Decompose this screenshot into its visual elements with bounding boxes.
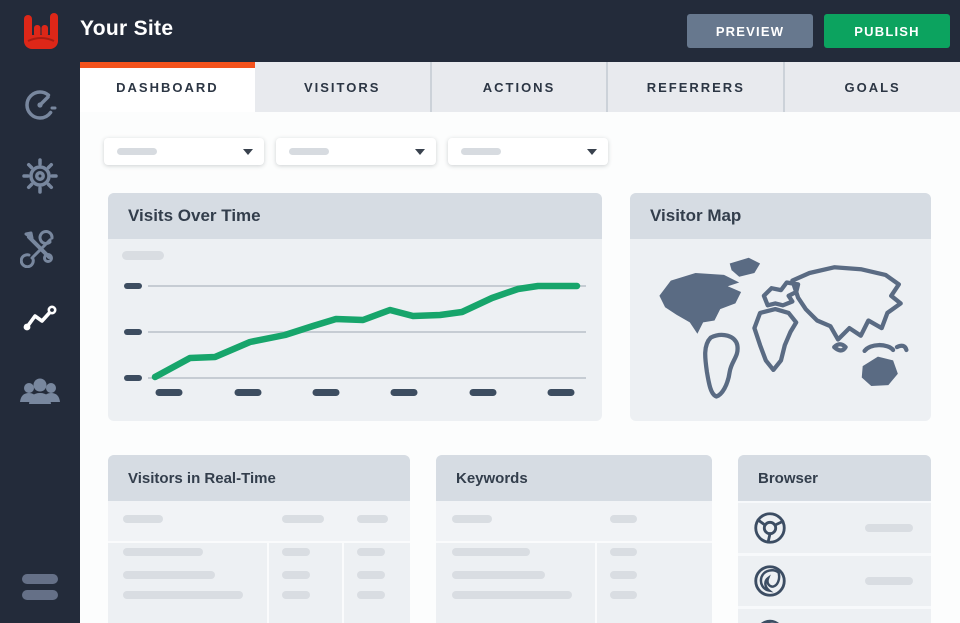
visitor-map-card: Visitor Map	[630, 193, 931, 421]
value-placeholder-pill	[865, 524, 913, 532]
sidebar-collapse-handle[interactable]	[22, 574, 58, 606]
placeholder-pill	[610, 548, 637, 556]
keywords-card: Keywords	[436, 455, 712, 623]
browser-row-ie	[738, 609, 931, 623]
tab-actions[interactable]: ACTIONS	[429, 62, 607, 112]
browser-row-chrome	[738, 503, 931, 553]
card-header: Visitor Map	[630, 193, 931, 239]
preview-button[interactable]: PREVIEW	[687, 14, 813, 48]
world-map	[630, 239, 931, 421]
value-placeholder-pill	[865, 577, 913, 585]
sidebar-item-settings[interactable]	[0, 142, 80, 214]
card-title: Visits Over Time	[128, 206, 261, 225]
site-title: Your Site	[80, 17, 174, 40]
placeholder-pill	[452, 548, 530, 556]
tab-goals[interactable]: GOALS	[783, 62, 960, 112]
card-title: Visitor Map	[650, 206, 742, 225]
card-header: Browser	[738, 455, 931, 501]
card-header: Visitors in Real-Time	[108, 455, 410, 501]
placeholder-pill	[452, 591, 572, 599]
card-header: Visits Over Time	[108, 193, 602, 239]
placeholder-pill	[289, 148, 329, 155]
card-header: Keywords	[436, 455, 712, 501]
column-divider	[267, 543, 269, 623]
placeholder-pill	[282, 515, 324, 523]
column-divider	[342, 543, 344, 623]
sidebar-item-audience[interactable]	[0, 358, 80, 430]
placeholder-pill	[461, 148, 501, 155]
chevron-down-icon	[243, 149, 253, 155]
table-header-row	[108, 501, 410, 543]
sidebar-item-stats[interactable]	[0, 286, 80, 358]
card-title: Visitors in Real-Time	[128, 469, 276, 487]
placeholder-pill	[282, 548, 310, 556]
handle-bar-icon	[22, 574, 58, 584]
chrome-icon	[751, 509, 789, 552]
handle-bar-icon	[22, 590, 58, 600]
placeholder-pill	[123, 548, 203, 556]
filter-select-1[interactable]	[104, 138, 264, 165]
browser-row-firefox	[738, 556, 931, 606]
placeholder-pill	[452, 515, 492, 523]
table-body	[108, 543, 410, 623]
placeholder-pill	[452, 571, 545, 579]
placeholder-pill	[610, 591, 637, 599]
table-body	[436, 543, 712, 623]
firefox-icon	[751, 562, 789, 605]
placeholder-pill	[610, 515, 637, 523]
publish-button[interactable]: PUBLISH	[824, 14, 950, 48]
world-map-icon	[658, 257, 909, 399]
visits-over-time-card: Visits Over Time	[108, 193, 602, 421]
stats-tab-bar: DASHBOARD VISITORS ACTIONS REFERRERS GOA…	[80, 62, 960, 112]
tab-dashboard[interactable]: DASHBOARD	[80, 62, 255, 112]
filter-select-3[interactable]	[448, 138, 608, 165]
legend-placeholder-pill	[122, 251, 164, 260]
stats-chart-icon	[20, 300, 60, 345]
placeholder-pill	[123, 591, 243, 599]
tools-icon	[19, 228, 60, 273]
ie-icon	[751, 615, 789, 623]
sidebar-item-tools[interactable]	[0, 214, 80, 286]
tab-referrers[interactable]: REFERRERS	[606, 62, 783, 112]
placeholder-pill	[123, 515, 163, 523]
placeholder-pill	[357, 571, 385, 579]
visits-chart-svg	[124, 282, 586, 396]
gauge-icon	[21, 85, 59, 128]
placeholder-pill	[357, 515, 388, 523]
dashboard-content: Visits Over Time Visitor Map	[80, 112, 960, 623]
placeholder-pill	[357, 591, 385, 599]
filter-select-2[interactable]	[276, 138, 436, 165]
people-icon	[18, 372, 62, 417]
placeholder-pill	[282, 571, 310, 579]
chevron-down-icon	[415, 149, 425, 155]
placeholder-pill	[357, 548, 385, 556]
placeholder-pill	[123, 571, 215, 579]
visits-chart	[108, 239, 602, 421]
placeholder-pill	[282, 591, 310, 599]
browser-list	[738, 501, 931, 623]
card-title: Browser	[758, 469, 819, 487]
sidebar-item-dashboard[interactable]	[0, 70, 80, 142]
site-logo-hand-icon	[20, 13, 62, 51]
chevron-down-icon	[587, 149, 597, 155]
placeholder-pill	[610, 571, 637, 579]
column-divider	[595, 543, 597, 623]
sidebar	[0, 0, 80, 623]
placeholder-pill	[117, 148, 157, 155]
tab-visitors[interactable]: VISITORS	[303, 79, 381, 95]
gear-icon	[20, 156, 60, 201]
topbar: Your Site PREVIEW PUBLISH	[0, 0, 960, 62]
table-header-row	[436, 501, 712, 543]
realtime-visitors-card: Visitors in Real-Time	[108, 455, 410, 623]
card-title: Keywords	[456, 469, 528, 487]
browser-card: Browser	[738, 455, 931, 623]
